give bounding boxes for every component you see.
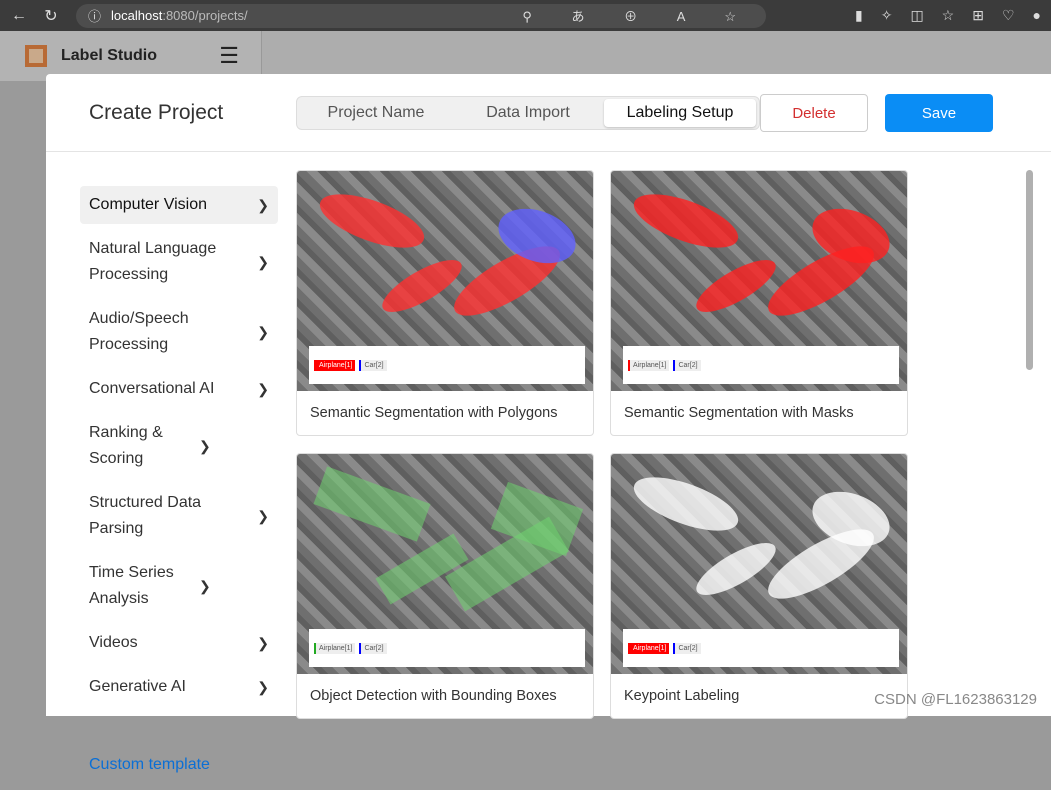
template-preview-image: Airplane[1] Car[2]: [611, 454, 907, 674]
split-icon[interactable]: ◫: [910, 7, 924, 23]
label-legend: Airplane[1] Car[2]: [309, 629, 585, 667]
scrollbar[interactable]: [1026, 170, 1033, 370]
address-bar[interactable]: ⓘ localhost:8080/projects/ ⚲ あ ⊕ A ☆: [76, 3, 766, 28]
reload-icon[interactable]: ↻: [44, 7, 58, 25]
chevron-right-icon: ❯: [257, 197, 269, 213]
app-header: Label Studio ☰: [0, 31, 1051, 81]
label-legend: Airplane[1] Car[2]: [623, 629, 899, 667]
label-car: Car[2]: [673, 359, 701, 371]
template-title: Object Detection with Bounding Boxes: [310, 688, 557, 704]
chevron-right-icon: ❯: [257, 254, 269, 270]
template-card[interactable]: Airplane[1] Car[2] Keypoint Labeling: [610, 453, 908, 719]
sidebar-item-conversational-ai[interactable]: Conversational AI ❯: [80, 370, 278, 408]
save-button[interactable]: Save: [885, 94, 993, 132]
template-preview-image: Airplane[1] Car[2]: [611, 171, 907, 391]
delete-button[interactable]: Delete: [760, 94, 868, 132]
info-icon: ⓘ: [88, 9, 102, 24]
template-title: Keypoint Labeling: [624, 688, 740, 704]
category-sidebar: Computer Vision ❯ Natural Language Proces…: [80, 186, 278, 790]
tab-project-name[interactable]: Project Name: [327, 104, 425, 121]
sidebar-item-ranking[interactable]: Ranking & Scoring ❯: [89, 424, 211, 467]
back-icon[interactable]: ←: [11, 6, 27, 24]
extensions-icon[interactable]: ✧: [880, 7, 893, 23]
chevron-right-icon: ❯: [257, 508, 269, 524]
health-icon[interactable]: ♡: [1001, 7, 1015, 23]
create-project-modal: Create Project Project Name Data Import …: [46, 74, 1051, 773]
label-studio-logo: [25, 45, 47, 67]
chevron-right-icon: ❯: [257, 679, 269, 695]
label-car: Car[2]: [359, 359, 387, 371]
chevron-right-icon: ❯: [199, 578, 211, 594]
template-card[interactable]: Airplane[1] Car[2] Semantic Segmentation…: [296, 170, 594, 436]
annotation-overlay: [313, 466, 431, 542]
sidebar-item-audio[interactable]: Audio/Speech Processing ❯: [89, 310, 269, 353]
label-car: Car[2]: [673, 642, 701, 654]
annotation-overlay: [627, 183, 745, 259]
sidebar-item-structured-data[interactable]: Structured Data Parsing ❯: [89, 494, 269, 537]
label-airplane: Airplane[1]: [628, 642, 670, 654]
annotation-overlay: [627, 466, 745, 542]
label-car: Car[2]: [359, 642, 387, 654]
sidebar-item-videos[interactable]: Videos ❯: [80, 624, 278, 662]
sidebar-item-nlp[interactable]: Natural Language Processing ❯: [89, 240, 269, 283]
reader-icon[interactable]: ▮: [854, 7, 863, 23]
profile-avatar[interactable]: ●: [1032, 7, 1041, 23]
label-legend: Airplane[1] Car[2]: [623, 346, 899, 384]
tab-data-import[interactable]: Data Import: [486, 104, 570, 121]
tab-labeling-setup[interactable]: Labeling Setup: [604, 99, 756, 127]
address-bar-icons[interactable]: ⚲ あ ⊕ A ☆: [522, 9, 754, 24]
label-airplane: Airplane[1]: [314, 359, 356, 371]
template-title: Semantic Segmentation with Masks: [624, 405, 854, 421]
chevron-right-icon: ❯: [257, 381, 269, 397]
step-tabs: Project Name Data Import Labeling Setup: [296, 96, 760, 130]
template-title: Semantic Segmentation with Polygons: [310, 405, 558, 421]
label-legend: Airplane[1] Car[2]: [309, 346, 585, 384]
modal-title: Create Project: [89, 101, 224, 124]
template-preview-image: Airplane[1] Car[2]: [297, 454, 593, 674]
annotation-overlay: [313, 183, 431, 259]
sidebar-item-generative-ai[interactable]: Generative AI ❯: [80, 668, 278, 706]
chevron-right-icon: ❯: [257, 635, 269, 651]
chevron-right-icon: ❯: [199, 438, 211, 454]
browser-toolbar: ← ↻ ⓘ localhost:8080/projects/ ⚲ あ ⊕ A ☆…: [0, 0, 1051, 31]
template-preview-image: Airplane[1] Car[2]: [297, 171, 593, 391]
template-card[interactable]: Airplane[1] Car[2] Object Detection with…: [296, 453, 594, 719]
custom-template-link[interactable]: Custom template: [89, 756, 210, 773]
menu-icon[interactable]: ☰: [219, 43, 239, 68]
label-airplane: Airplane[1]: [628, 359, 670, 371]
favorites-icon[interactable]: ☆: [941, 7, 955, 23]
watermark: CSDN @FL1623863129: [874, 691, 1037, 708]
sidebar-item-computer-vision[interactable]: Computer Vision ❯: [80, 186, 278, 224]
chevron-right-icon: ❯: [257, 324, 269, 340]
label-airplane: Airplane[1]: [314, 642, 356, 654]
sidebar-item-time-series[interactable]: Time Series Analysis ❯: [89, 564, 211, 607]
collections-icon[interactable]: ⊞: [972, 7, 984, 23]
app-name: Label Studio: [61, 47, 157, 64]
template-card[interactable]: Airplane[1] Car[2] Semantic Segmentation…: [610, 170, 908, 436]
